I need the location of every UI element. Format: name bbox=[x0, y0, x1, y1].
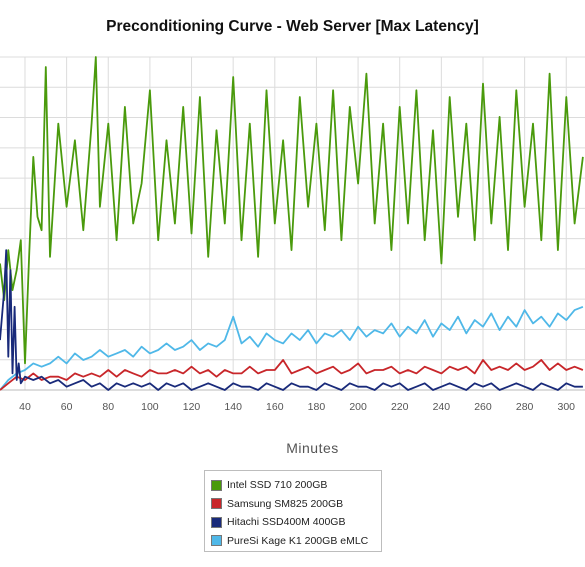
legend-label: PureSi Kage K1 200GB eMLC bbox=[227, 534, 369, 547]
legend-swatch bbox=[211, 479, 222, 491]
x-tick-label: 140 bbox=[224, 401, 242, 413]
legend-item: PureSi Kage K1 200GB eMLC bbox=[211, 532, 381, 551]
x-tick-label: 280 bbox=[516, 401, 534, 413]
x-tick-label: 300 bbox=[557, 401, 575, 413]
x-tick-label: 200 bbox=[349, 401, 367, 413]
x-tick-label: 80 bbox=[102, 401, 114, 413]
chart-title: Preconditioning Curve - Web Server [Max … bbox=[106, 18, 479, 35]
legend-item: Samsung SM825 200GB bbox=[211, 495, 381, 514]
x-tick-label: 260 bbox=[474, 401, 492, 413]
legend-item: Intel SSD 710 200GB bbox=[211, 476, 381, 495]
line-chart: 40 60 80 100 120 140 160 180 200 220 240 260 280 300 bbox=[0, 56, 585, 413]
x-tick-label: 60 bbox=[61, 401, 73, 413]
legend-swatch bbox=[211, 498, 222, 510]
x-axis-title: Minutes bbox=[286, 440, 339, 456]
series-line-3 bbox=[0, 249, 583, 391]
x-tick-label: 40 bbox=[19, 401, 31, 413]
chart-legend: Intel SSD 710 200GB Samsung SM825 200GB Hi… bbox=[204, 470, 382, 552]
series-line-4 bbox=[0, 305, 584, 391]
x-tick-label: 180 bbox=[308, 401, 326, 413]
legend-label: Samsung SM825 200GB bbox=[227, 497, 344, 510]
legend-label: Hitachi SSD400M 400GB bbox=[227, 516, 346, 529]
x-tick-label: 120 bbox=[183, 401, 201, 413]
legend-item: Hitachi SSD400M 400GB bbox=[211, 513, 381, 532]
x-tick-label: 220 bbox=[391, 401, 409, 413]
legend-swatch bbox=[211, 516, 222, 528]
series-line-2 bbox=[0, 359, 584, 391]
legend-label: Intel SSD 710 200GB bbox=[227, 479, 328, 492]
legend-swatch bbox=[211, 535, 222, 547]
x-tick-label: 160 bbox=[266, 401, 284, 413]
x-tick-label: 100 bbox=[141, 401, 159, 413]
x-tick-label: 240 bbox=[433, 401, 451, 413]
series-line-1 bbox=[0, 56, 584, 365]
